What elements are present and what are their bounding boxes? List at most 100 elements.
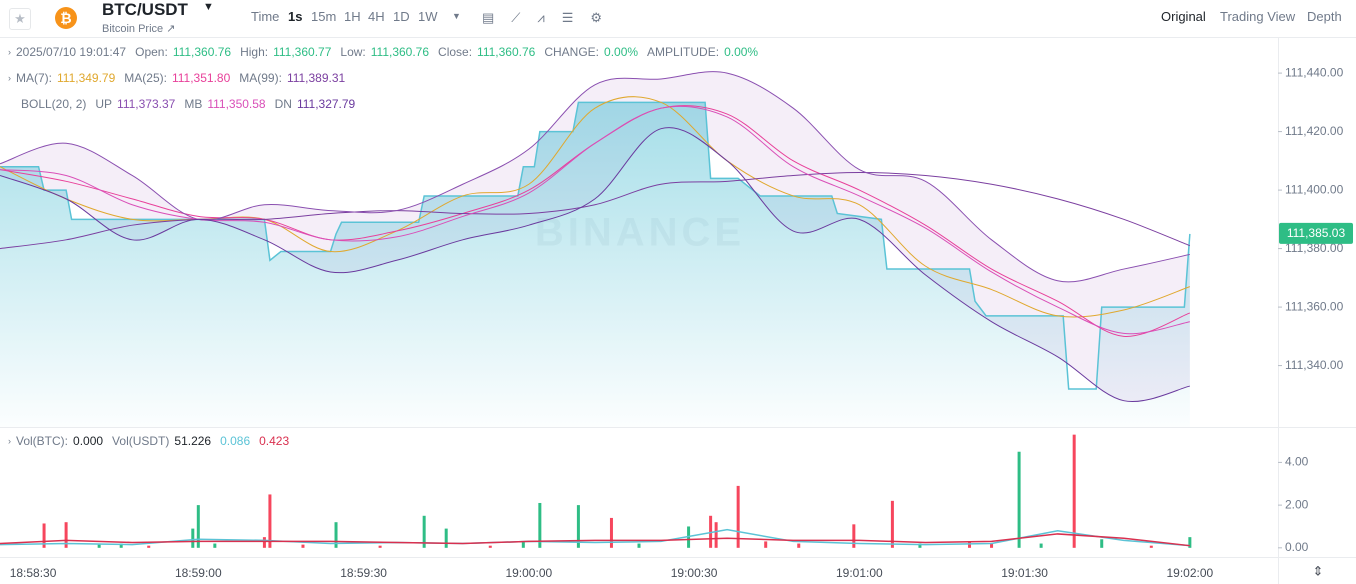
- legend-datetime: 2025/07/10 19:01:47: [16, 45, 127, 59]
- y-tick-label: 111,440.00: [1285, 65, 1344, 79]
- volume-bar: [488, 545, 492, 548]
- legend-value: 111,360.76: [172, 45, 232, 59]
- legend-label: AMPLITUDE:: [647, 45, 720, 59]
- legend-value: 0.423: [259, 434, 290, 448]
- view-option[interactable]: Depth: [1307, 9, 1342, 24]
- legend-value: 111,360.77: [273, 45, 332, 59]
- interval-option[interactable]: 15m: [311, 9, 337, 24]
- volume-bar: [521, 541, 525, 548]
- y-tick-label: 2.00: [1285, 497, 1309, 511]
- coin-icon: ₿: [55, 7, 77, 29]
- symbol-caret[interactable]: ▼: [203, 1, 214, 13]
- interval-option[interactable]: 4H: [368, 9, 385, 24]
- volume-ma-line: [0, 528, 1190, 547]
- legend-label: High:: [240, 45, 269, 59]
- volume-bar: [334, 522, 338, 548]
- legend-caret: ›: [8, 73, 11, 83]
- legend-label: CHANGE:: [544, 45, 600, 59]
- x-tick-label: 19:01:30: [1001, 566, 1048, 580]
- volume-bar: [268, 494, 272, 548]
- interval-option[interactable]: 1s: [288, 9, 303, 24]
- volume-bar: [1017, 451, 1021, 548]
- volume-bar: [1072, 434, 1076, 548]
- volume-bar: [119, 543, 123, 548]
- interval-option[interactable]: 1D: [393, 9, 410, 24]
- volume-bar: [797, 543, 801, 548]
- symbol[interactable]: BTC/USDT: [102, 0, 188, 19]
- legend-value: 111,351.80: [171, 71, 231, 85]
- volume-bar: [709, 515, 713, 548]
- volume-bar: [213, 543, 217, 548]
- legend-label: DN: [274, 97, 292, 111]
- legend-label: Open:: [135, 45, 168, 59]
- volume-bar: [609, 517, 613, 548]
- volume-bar: [42, 523, 46, 548]
- legend-label: Low:: [340, 45, 366, 59]
- legend-value: 111,350.58: [207, 97, 266, 111]
- volume-bar: [1039, 543, 1043, 548]
- volume-bar: [736, 485, 740, 548]
- legend-caret: ›: [8, 47, 11, 57]
- y-tick-label: 111,400.00: [1285, 182, 1344, 196]
- legend-label: Vol(BTC):: [16, 434, 69, 448]
- y-tick-label: 0.00: [1285, 540, 1309, 554]
- last-price-tag: [1279, 222, 1353, 244]
- x-tick-label: 18:58:30: [10, 566, 57, 580]
- volume-bar: [196, 505, 200, 548]
- y-tick-label: 111,340.00: [1285, 358, 1344, 372]
- legend-value: 0.00%: [724, 45, 759, 59]
- subtitle[interactable]: Bitcoin Price ↗: [102, 23, 176, 35]
- volume-bar: [1149, 545, 1153, 548]
- legend-label: MA(99):: [239, 71, 282, 85]
- volume-bar: [1100, 539, 1104, 548]
- x-tick-label: 18:59:00: [175, 566, 222, 580]
- interval-option[interactable]: Time: [251, 9, 280, 24]
- volume-bar: [918, 543, 922, 548]
- x-tick-label: 19:00:30: [671, 566, 718, 580]
- volume-bar: [637, 543, 641, 548]
- volume-bar: [714, 522, 718, 548]
- volume-bar: [301, 544, 305, 548]
- volume-bar: [852, 524, 856, 548]
- view-option[interactable]: Original: [1161, 9, 1206, 24]
- legend-label: BOLL(20, 2): [21, 97, 87, 111]
- volume-bar: [147, 545, 151, 548]
- y-tick-label: 111,360.00: [1285, 299, 1344, 313]
- volume-bar: [538, 502, 542, 548]
- volume-bar: [444, 528, 448, 548]
- legend-value: 111,360.76: [370, 45, 430, 59]
- volume-ma-line: [0, 533, 1190, 547]
- volume-bar: [764, 541, 768, 548]
- favorite-star[interactable]: ★: [9, 8, 31, 30]
- y-tick-label: 111,420.00: [1285, 124, 1344, 138]
- y-tick-label: 4.00: [1285, 455, 1309, 469]
- interval-option[interactable]: 1W: [418, 9, 438, 24]
- legend-value: 0.000: [73, 434, 104, 448]
- legend-label: Vol(USDT): [112, 434, 170, 448]
- view-option[interactable]: Trading View: [1220, 9, 1296, 24]
- legend-label: MA(7):: [16, 71, 52, 85]
- interval-option[interactable]: 1H: [344, 9, 361, 24]
- legend-value: 111,360.76: [477, 45, 536, 59]
- legend-label: Close:: [438, 45, 473, 59]
- legend-label: UP: [95, 97, 113, 111]
- legend-value: 111,349.79: [57, 71, 116, 85]
- price-plot: [0, 71, 1191, 427]
- legend-value: 0.086: [220, 434, 251, 448]
- volume-bar: [576, 505, 580, 548]
- price-line: [0, 101, 1191, 390]
- toolbar-icons[interactable]: ▤⟋⩘☰⚙: [482, 10, 620, 25]
- more-intervals[interactable]: ▼: [452, 11, 461, 21]
- boll-line: [0, 127, 1190, 403]
- legend-caret: ›: [8, 436, 11, 446]
- volume-legend: › Vol(BTC): 0.000 Vol(USDT) 51.226 0.086 0.423: [8, 433, 293, 449]
- legend-value: 111,327.79: [296, 97, 356, 111]
- ma-legend: › MA(7): 111,349.79 MA(25): 111,351.80 MA(99)…: [8, 70, 349, 86]
- legend-value: 111,373.37: [117, 97, 176, 111]
- volume-bar: [64, 522, 68, 548]
- x-tick-label: 19:01:00: [836, 566, 883, 580]
- volume-bar: [422, 515, 426, 548]
- volume-bar: [890, 500, 894, 548]
